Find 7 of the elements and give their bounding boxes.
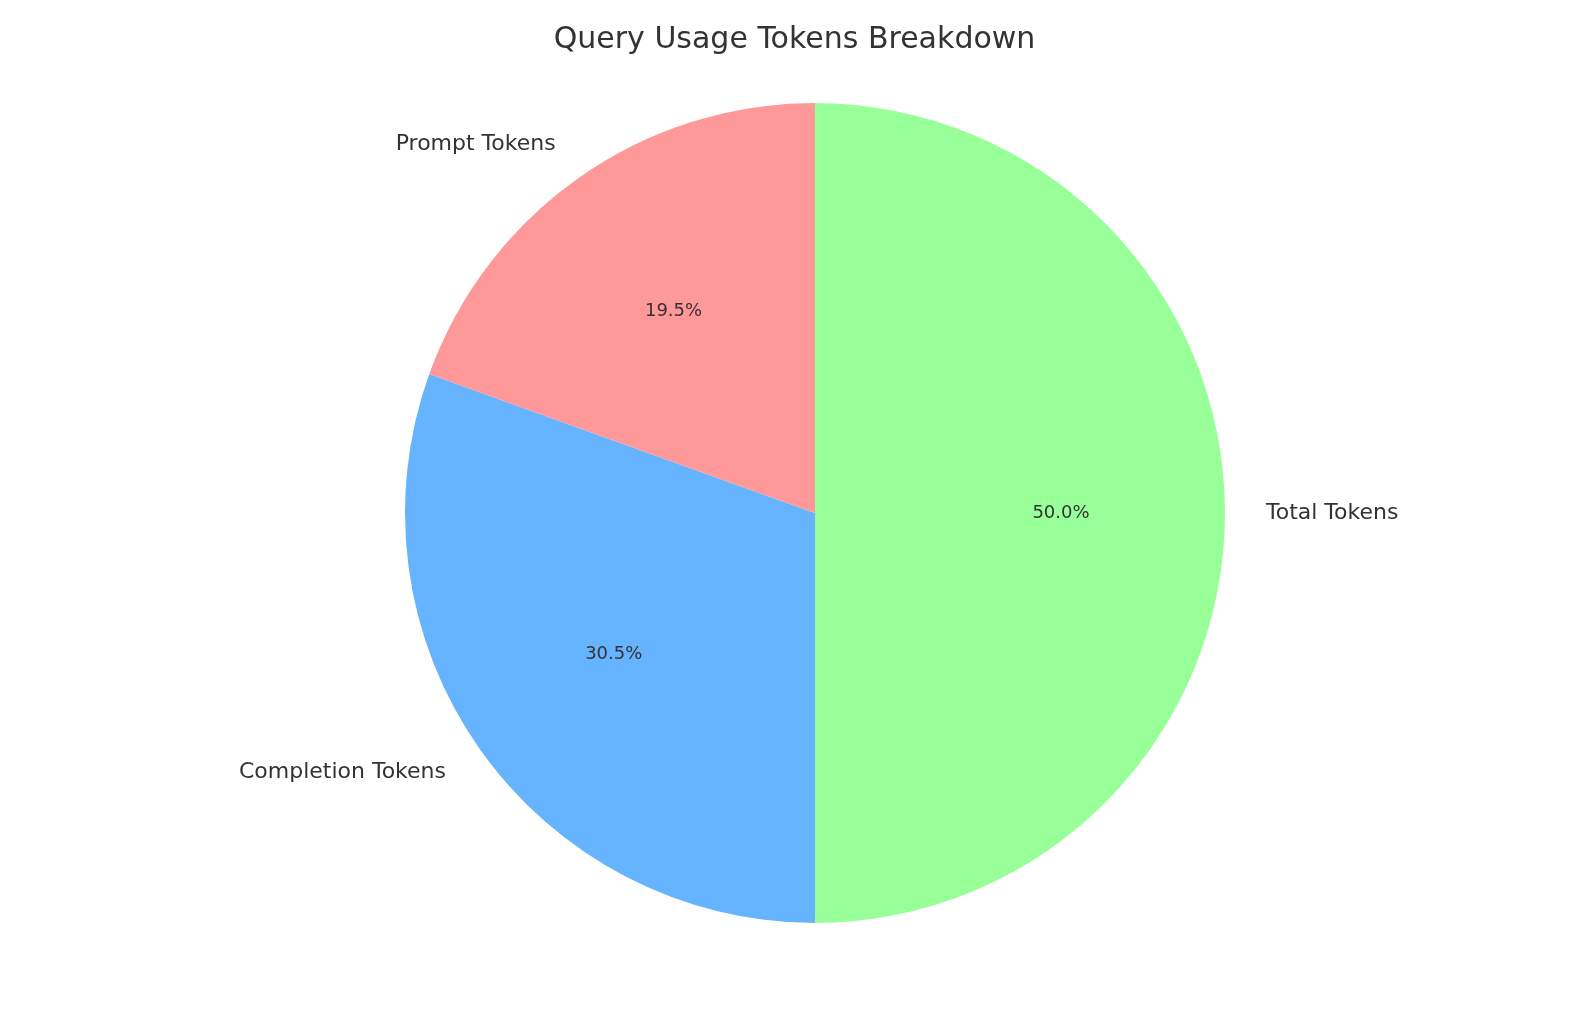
slice-label: Total Tokens [1265, 498, 1399, 524]
slice-label: Prompt Tokens [395, 129, 556, 155]
data-label: 30.5% [585, 642, 643, 664]
chart-title: Query Usage Tokens Breakdown [553, 19, 1036, 55]
data-label: 19.5% [644, 299, 703, 321]
slice-label: Completion Tokens [238, 758, 447, 784]
data-label: 50.0% [1032, 500, 1090, 522]
